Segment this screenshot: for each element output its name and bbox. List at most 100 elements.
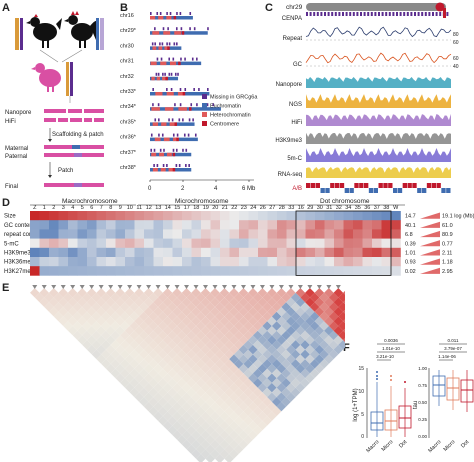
contact-cell	[267, 297, 277, 307]
contact-cell	[167, 330, 178, 341]
contact-cell	[300, 302, 310, 312]
heat-cell	[229, 266, 240, 276]
contact-cell	[120, 349, 130, 360]
contact-cell	[58, 316, 68, 326]
heat-cell	[125, 229, 135, 239]
scale-min: 6.8	[405, 232, 413, 238]
heat-cell	[39, 229, 50, 239]
heat-cell	[153, 266, 164, 276]
heat-cell	[30, 229, 40, 239]
f-right-ytick-075: 0.75	[418, 383, 427, 388]
contact-cell	[215, 425, 225, 436]
heat-cell	[381, 229, 392, 239]
legend-missing: Missing in GRCg6a	[210, 95, 258, 101]
contact-cell	[229, 335, 239, 345]
legend-euchromatin: Euchromatin	[210, 104, 241, 110]
chrom-centromere	[182, 92, 186, 96]
cenpa-mark	[309, 12, 312, 16]
contact-cell	[267, 316, 277, 326]
chrom-heterochromatin	[166, 92, 174, 96]
track-label: RNA-seq	[278, 172, 302, 178]
contact-cell	[181, 439, 192, 450]
ab-mark	[407, 183, 412, 188]
heat-cell	[362, 257, 373, 267]
chrom-missing-mark	[173, 42, 176, 46]
legend-swatch-centromere	[202, 121, 207, 126]
chromosome-bar-paternal	[20, 18, 23, 50]
heat-cell	[144, 220, 154, 230]
contact-cell	[262, 416, 272, 426]
chromosome-bar-maternal	[15, 18, 19, 50]
cenpa-mark	[370, 12, 373, 16]
cenpa-mark	[345, 12, 348, 16]
contact-cell	[338, 330, 345, 341]
contact-cell	[238, 335, 249, 345]
contact-cell	[167, 387, 178, 398]
heat-cell	[191, 238, 202, 249]
heat-cell	[39, 238, 50, 249]
f-left-box-dot	[398, 381, 412, 437]
contact-cell	[101, 359, 111, 369]
contact-cell	[162, 344, 173, 355]
contact-tick	[108, 285, 114, 289]
heat-cell	[286, 247, 297, 258]
contact-cell	[276, 401, 287, 412]
contact-cell	[134, 316, 144, 326]
heat-cell	[134, 229, 145, 239]
contact-cell	[158, 406, 168, 417]
contact-cell	[262, 292, 272, 303]
heat-cell	[334, 247, 344, 258]
contact-cell	[196, 425, 206, 436]
col-label: 8	[109, 205, 112, 211]
contact-cell	[233, 330, 244, 341]
contact-cell	[91, 330, 102, 341]
chrom-heterochromatin	[166, 16, 172, 20]
contact-cell	[110, 292, 121, 303]
contact-cell	[295, 363, 306, 374]
contact-cell	[205, 444, 215, 455]
contact-cell	[324, 335, 334, 345]
contact-cell	[281, 311, 291, 322]
contact-cell	[248, 306, 258, 317]
contact-cell	[67, 306, 78, 317]
chrom-missing-mark	[170, 72, 173, 76]
contact-cell	[314, 306, 325, 317]
contact-tick	[212, 285, 218, 289]
chrom-heterochromatin	[161, 122, 167, 126]
contact-cell	[243, 416, 253, 426]
contact-cell	[295, 335, 306, 345]
heat-cell	[163, 266, 173, 276]
f-left-box-macro	[370, 371, 384, 437]
contact-cell	[233, 302, 244, 312]
contact-cell	[158, 292, 168, 303]
chrom-missing-mark	[212, 103, 215, 107]
contact-cell	[252, 387, 263, 398]
contact-cell	[200, 411, 211, 421]
contact-cell	[101, 321, 111, 331]
contact-cell	[134, 288, 144, 298]
contact-cell	[267, 392, 277, 402]
heat-cell	[296, 266, 306, 276]
contact-cell	[252, 397, 263, 407]
contact-cell	[82, 330, 92, 341]
contact-cell	[58, 306, 68, 317]
contact-cell	[324, 344, 334, 355]
contact-tick	[51, 285, 57, 289]
heat-cell	[49, 220, 59, 230]
heat-cell	[286, 211, 297, 221]
contact-cell	[215, 406, 225, 417]
chrom-heterochromatin	[159, 152, 165, 157]
heat-cell	[229, 229, 240, 239]
contact-cell	[105, 335, 116, 345]
heat-cell	[277, 211, 287, 221]
contact-cell	[196, 416, 206, 426]
f-left-p1: 0.0036	[384, 338, 398, 343]
col-label: 6	[90, 205, 93, 211]
panel-letter-e: E	[2, 282, 10, 294]
contact-cell	[319, 330, 329, 341]
chrom-centromere	[172, 168, 176, 172]
heat-cell	[315, 211, 325, 221]
contact-cell	[167, 349, 178, 360]
heat-cell	[267, 238, 278, 249]
chrom-missing-mark	[179, 88, 182, 91]
